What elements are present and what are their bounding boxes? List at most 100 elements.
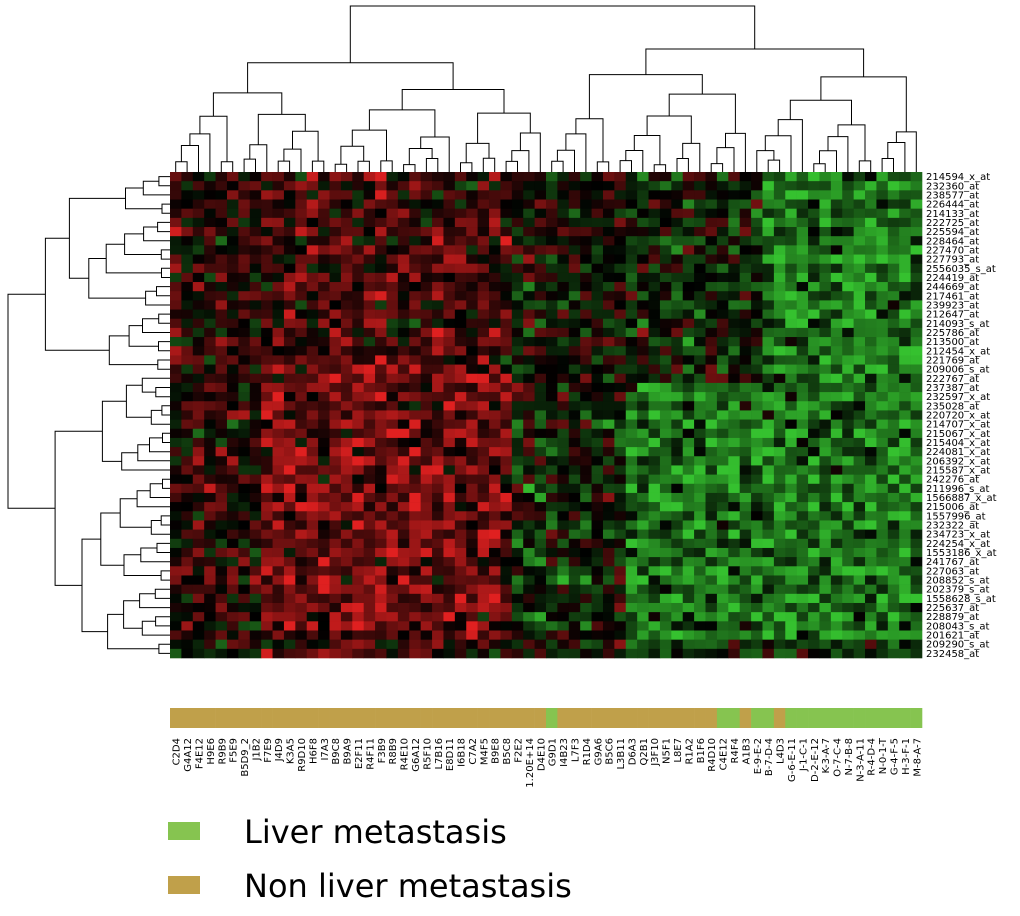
heatmap-cell <box>705 181 718 191</box>
heatmap-cell <box>477 217 490 228</box>
heatmap-cell <box>318 410 330 420</box>
heatmap-cell <box>466 300 478 310</box>
heatmap-cell <box>739 492 752 503</box>
heatmap-cell <box>830 401 843 411</box>
heatmap-cell <box>591 648 604 659</box>
heatmap-cell <box>614 437 627 448</box>
heatmap-cell <box>614 612 627 622</box>
heatmap-cell <box>648 575 661 585</box>
heatmap-cell <box>557 474 570 485</box>
heatmap-cell <box>705 529 718 540</box>
heatmap-cell <box>568 648 581 659</box>
heatmap-cell <box>318 382 330 393</box>
heatmap-cell <box>773 474 786 485</box>
heatmap-cell <box>204 447 216 457</box>
heatmap-cell <box>751 502 763 512</box>
heatmap-cell <box>306 300 319 310</box>
heatmap-cell <box>648 465 661 475</box>
heatmap-cell <box>614 401 627 411</box>
heatmap-cell <box>534 392 547 402</box>
heatmap-cell <box>682 492 695 503</box>
heatmap-cell <box>352 373 364 384</box>
heatmap-cell <box>659 327 672 338</box>
heatmap-cell <box>546 566 558 576</box>
heatmap-cell <box>215 547 228 558</box>
heatmap-cell <box>192 648 205 659</box>
heatmap-cell <box>614 227 627 237</box>
heatmap-cell <box>170 566 182 576</box>
heatmap-cell <box>773 190 786 200</box>
heatmap-cell <box>625 236 638 246</box>
heatmap-cell <box>716 401 729 411</box>
heatmap-cell <box>523 437 535 448</box>
heatmap-cell <box>682 181 695 191</box>
group-bar-cell <box>226 708 239 728</box>
heatmap-cell <box>671 419 684 430</box>
heatmap-cell <box>580 410 592 420</box>
heatmap-cell <box>192 437 205 448</box>
heatmap-cell <box>614 309 627 320</box>
heatmap-cell <box>728 648 740 659</box>
heatmap-cell <box>751 602 763 613</box>
heatmap-cell <box>420 575 433 585</box>
heatmap-cell <box>192 566 205 576</box>
heatmap-cell <box>170 437 182 448</box>
heatmap-cell <box>454 602 467 613</box>
heatmap-cell <box>682 639 695 650</box>
heatmap-cell <box>181 566 194 576</box>
heatmap-cell <box>466 327 478 338</box>
heatmap-cell <box>272 291 285 301</box>
heatmap-cell <box>329 327 342 338</box>
heatmap-cell <box>648 172 661 182</box>
heatmap-cell <box>842 538 854 549</box>
heatmap-cell <box>682 428 695 439</box>
heatmap-cell <box>318 172 330 182</box>
heatmap-cell <box>557 547 570 558</box>
heatmap-cell <box>489 474 501 485</box>
heatmap-cell <box>830 254 843 264</box>
heatmap-cell <box>306 648 319 659</box>
group-bar-cell <box>375 708 387 728</box>
heatmap-cell <box>580 245 592 255</box>
heatmap-cell <box>170 355 182 365</box>
heatmap-cell <box>306 217 319 228</box>
heatmap-cell <box>682 199 695 209</box>
heatmap-cell <box>876 245 889 255</box>
heatmap-cell <box>238 538 251 549</box>
heatmap-cell <box>420 181 433 191</box>
heatmap-cell <box>215 217 228 228</box>
heatmap-cell <box>215 309 228 320</box>
heatmap-cell <box>500 254 513 264</box>
heatmap-cell <box>751 254 763 264</box>
heatmap-cell <box>671 190 684 200</box>
heatmap-cell <box>272 456 285 466</box>
heatmap-cell <box>671 346 684 356</box>
heatmap-cell <box>614 245 627 255</box>
heatmap-cell <box>728 437 740 448</box>
column-label: D-2-E-12 <box>810 738 821 782</box>
heatmap-cell <box>272 419 285 430</box>
group-bar-cell <box>796 708 809 728</box>
heatmap-cell <box>694 492 706 503</box>
heatmap-cell <box>340 437 353 448</box>
heatmap-cell <box>363 520 376 530</box>
heatmap-cell <box>420 456 433 466</box>
heatmap-cell <box>226 227 239 237</box>
heatmap-cell <box>181 245 194 255</box>
heatmap-cell <box>728 557 740 567</box>
row-label: 235028_at <box>926 401 979 412</box>
heatmap-cell <box>340 364 353 375</box>
heatmap-cell <box>648 547 661 558</box>
heatmap-cell <box>375 181 387 191</box>
heatmap-cell <box>876 483 889 494</box>
heatmap-cell <box>853 309 866 320</box>
heatmap-cell <box>340 327 353 338</box>
heatmap-cell <box>397 181 410 191</box>
heatmap-cell <box>557 392 570 402</box>
heatmap-cell <box>762 437 775 448</box>
heatmap-cell <box>728 612 740 622</box>
heatmap-cell <box>716 291 729 301</box>
heatmap-cell <box>489 364 501 375</box>
heatmap-cell <box>181 410 194 420</box>
heatmap-cell <box>272 392 285 402</box>
